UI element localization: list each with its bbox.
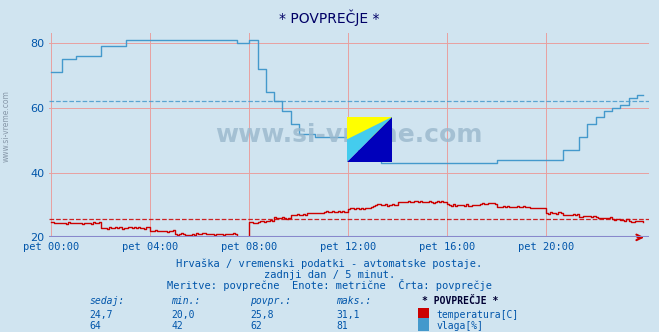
- Polygon shape: [347, 117, 392, 162]
- Text: 31,1: 31,1: [336, 310, 360, 320]
- Text: 81: 81: [336, 321, 348, 331]
- Text: * POVPREČJE *: * POVPREČJE *: [279, 9, 380, 26]
- Text: 62: 62: [250, 321, 262, 331]
- Text: maks.:: maks.:: [336, 296, 371, 306]
- Bar: [347, 117, 392, 139]
- Text: 20,0: 20,0: [171, 310, 195, 320]
- Text: Hrvaška / vremenski podatki - avtomatske postaje.: Hrvaška / vremenski podatki - avtomatske…: [177, 259, 482, 269]
- Text: 24,7: 24,7: [89, 310, 113, 320]
- Text: povpr.:: povpr.:: [250, 296, 291, 306]
- Text: 64: 64: [89, 321, 101, 331]
- Text: temperatura[C]: temperatura[C]: [436, 310, 519, 320]
- Polygon shape: [347, 117, 392, 162]
- Text: www.si-vreme.com: www.si-vreme.com: [2, 90, 11, 162]
- Text: www.si-vreme.com: www.si-vreme.com: [215, 123, 483, 147]
- Text: sedaj:: sedaj:: [89, 296, 124, 306]
- Text: Meritve: povprečne  Enote: metrične  Črta: povprečje: Meritve: povprečne Enote: metrične Črta:…: [167, 279, 492, 291]
- Text: min.:: min.:: [171, 296, 201, 306]
- Text: 25,8: 25,8: [250, 310, 274, 320]
- Text: zadnji dan / 5 minut.: zadnji dan / 5 minut.: [264, 270, 395, 280]
- Text: 42: 42: [171, 321, 183, 331]
- Text: vlaga[%]: vlaga[%]: [436, 321, 483, 331]
- Text: * POVPREČJE *: * POVPREČJE *: [422, 296, 498, 306]
